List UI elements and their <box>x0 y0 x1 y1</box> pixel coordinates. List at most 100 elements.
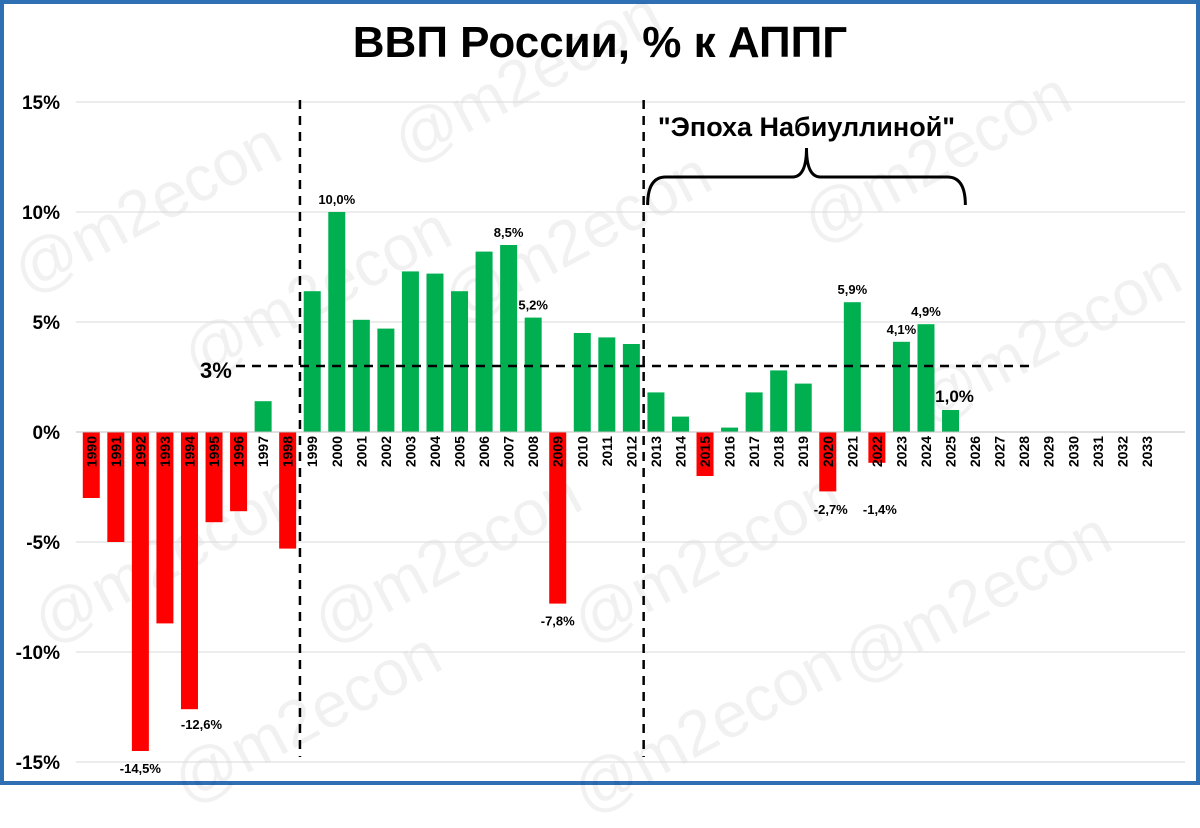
bar <box>230 432 248 512</box>
bar <box>868 432 886 463</box>
bar <box>82 432 100 498</box>
x-tick-label: 2027 <box>992 436 1008 467</box>
data-label: -12,6% <box>181 717 223 732</box>
y-tick-label: -5% <box>26 533 60 554</box>
chart-title: ВВП России, % к АППГ <box>352 18 848 67</box>
bar <box>401 271 419 432</box>
bar <box>352 319 370 432</box>
bar <box>156 432 174 624</box>
x-tick-label: 2026 <box>967 436 983 467</box>
x-tick-label: 1991 <box>108 436 124 467</box>
bar <box>107 432 125 542</box>
data-label: -14,5% <box>120 761 162 776</box>
data-label: 4,1% <box>887 322 917 337</box>
bar <box>573 333 591 432</box>
bar <box>917 324 935 432</box>
x-tick-label: 2004 <box>427 436 443 467</box>
x-tick-label: 2020 <box>820 436 836 467</box>
bar <box>328 212 346 432</box>
x-tick-label: 1994 <box>181 436 197 467</box>
bar <box>819 432 837 492</box>
x-tick-label: 2032 <box>1114 436 1130 467</box>
bar <box>892 341 910 432</box>
bar <box>475 251 493 432</box>
data-label: -1,4% <box>863 502 897 517</box>
x-tick-label: 2033 <box>1139 436 1155 467</box>
bar <box>647 392 665 432</box>
x-tick-label: 1993 <box>157 436 173 467</box>
bar <box>279 432 297 549</box>
x-tick-label: 2006 <box>476 436 492 467</box>
data-label: -2,7% <box>814 502 848 517</box>
data-label: 8,5% <box>494 225 524 240</box>
x-tick-label: 2017 <box>746 436 762 467</box>
data-label: 4,9% <box>911 304 941 319</box>
x-tick-label: 2021 <box>844 436 860 467</box>
x-tick-label: 2015 <box>697 436 713 467</box>
x-tick-label: 2030 <box>1065 436 1081 467</box>
x-tick-label: 2009 <box>550 436 566 467</box>
bar <box>131 432 149 751</box>
x-tick-label: 2000 <box>329 436 345 467</box>
x-tick-label: 2025 <box>943 436 959 467</box>
bar <box>303 291 321 432</box>
x-tick-label: 1990 <box>83 436 99 467</box>
bar <box>254 401 272 432</box>
x-tick-label: 2011 <box>599 436 615 467</box>
data-label: 5,2% <box>518 298 548 313</box>
y-tick-label: -10% <box>16 643 60 664</box>
x-tick-label: 2002 <box>378 436 394 467</box>
x-tick-label: 2010 <box>574 436 590 467</box>
bar <box>622 344 640 432</box>
x-tick-label: 2019 <box>795 436 811 467</box>
x-tick-label: 1992 <box>132 436 148 467</box>
bar <box>671 416 689 432</box>
x-tick-label: 2031 <box>1090 436 1106 467</box>
bar <box>524 317 542 432</box>
y-tick-label: 5% <box>33 313 61 334</box>
bar <box>500 245 518 432</box>
bar <box>451 291 469 432</box>
y-tick-label: 15% <box>22 93 60 114</box>
bar <box>721 427 739 432</box>
x-tick-label: 2023 <box>893 436 909 467</box>
x-tick-label: 2013 <box>648 436 664 467</box>
bar <box>180 432 198 710</box>
x-tick-label: 2003 <box>402 436 418 467</box>
x-tick-label: 2018 <box>771 436 787 467</box>
x-tick-label: 2005 <box>452 436 468 467</box>
x-tick-label: 1996 <box>231 436 247 467</box>
x-tick-label: 1997 <box>255 436 271 467</box>
y-tick-label: 0% <box>33 423 61 444</box>
x-tick-label: 1998 <box>280 436 296 467</box>
x-tick-label: 2008 <box>525 436 541 467</box>
data-label: 10,0% <box>318 192 355 207</box>
data-label: -7,8% <box>541 614 575 629</box>
data-label: 5,9% <box>838 282 868 297</box>
bar <box>549 432 567 604</box>
x-tick-label: 2012 <box>623 436 639 467</box>
reference-line-label: 3% <box>200 358 232 383</box>
bar <box>696 432 714 476</box>
bar-chart: 15% 10% 5% 0% -5% -10% -15% 1990 1991 1992 1993 199… <box>16 93 1185 776</box>
x-tick-label: 2028 <box>1016 436 1032 467</box>
bar <box>794 383 812 432</box>
x-tick-label: 2014 <box>672 436 688 467</box>
bar <box>205 432 223 523</box>
x-tick-label: 2024 <box>918 436 934 467</box>
data-label: 1,0% <box>935 387 974 406</box>
x-tick-label: 1995 <box>206 436 222 467</box>
x-tick-label: 2029 <box>1041 436 1057 467</box>
x-tick-label: 2001 <box>353 436 369 467</box>
bar <box>377 328 395 432</box>
x-tick-label: 2016 <box>722 436 738 467</box>
bar <box>745 392 763 432</box>
y-tick-label: 10% <box>22 203 60 224</box>
x-tick-label: 2022 <box>869 436 885 467</box>
y-tick-label: -15% <box>16 753 60 774</box>
x-tick-label: 1999 <box>304 436 320 467</box>
annotation-brace <box>646 147 967 206</box>
annotation-label: "Эпоха Набиуллиной" <box>658 112 955 142</box>
bar <box>426 273 444 432</box>
bar <box>942 410 960 432</box>
